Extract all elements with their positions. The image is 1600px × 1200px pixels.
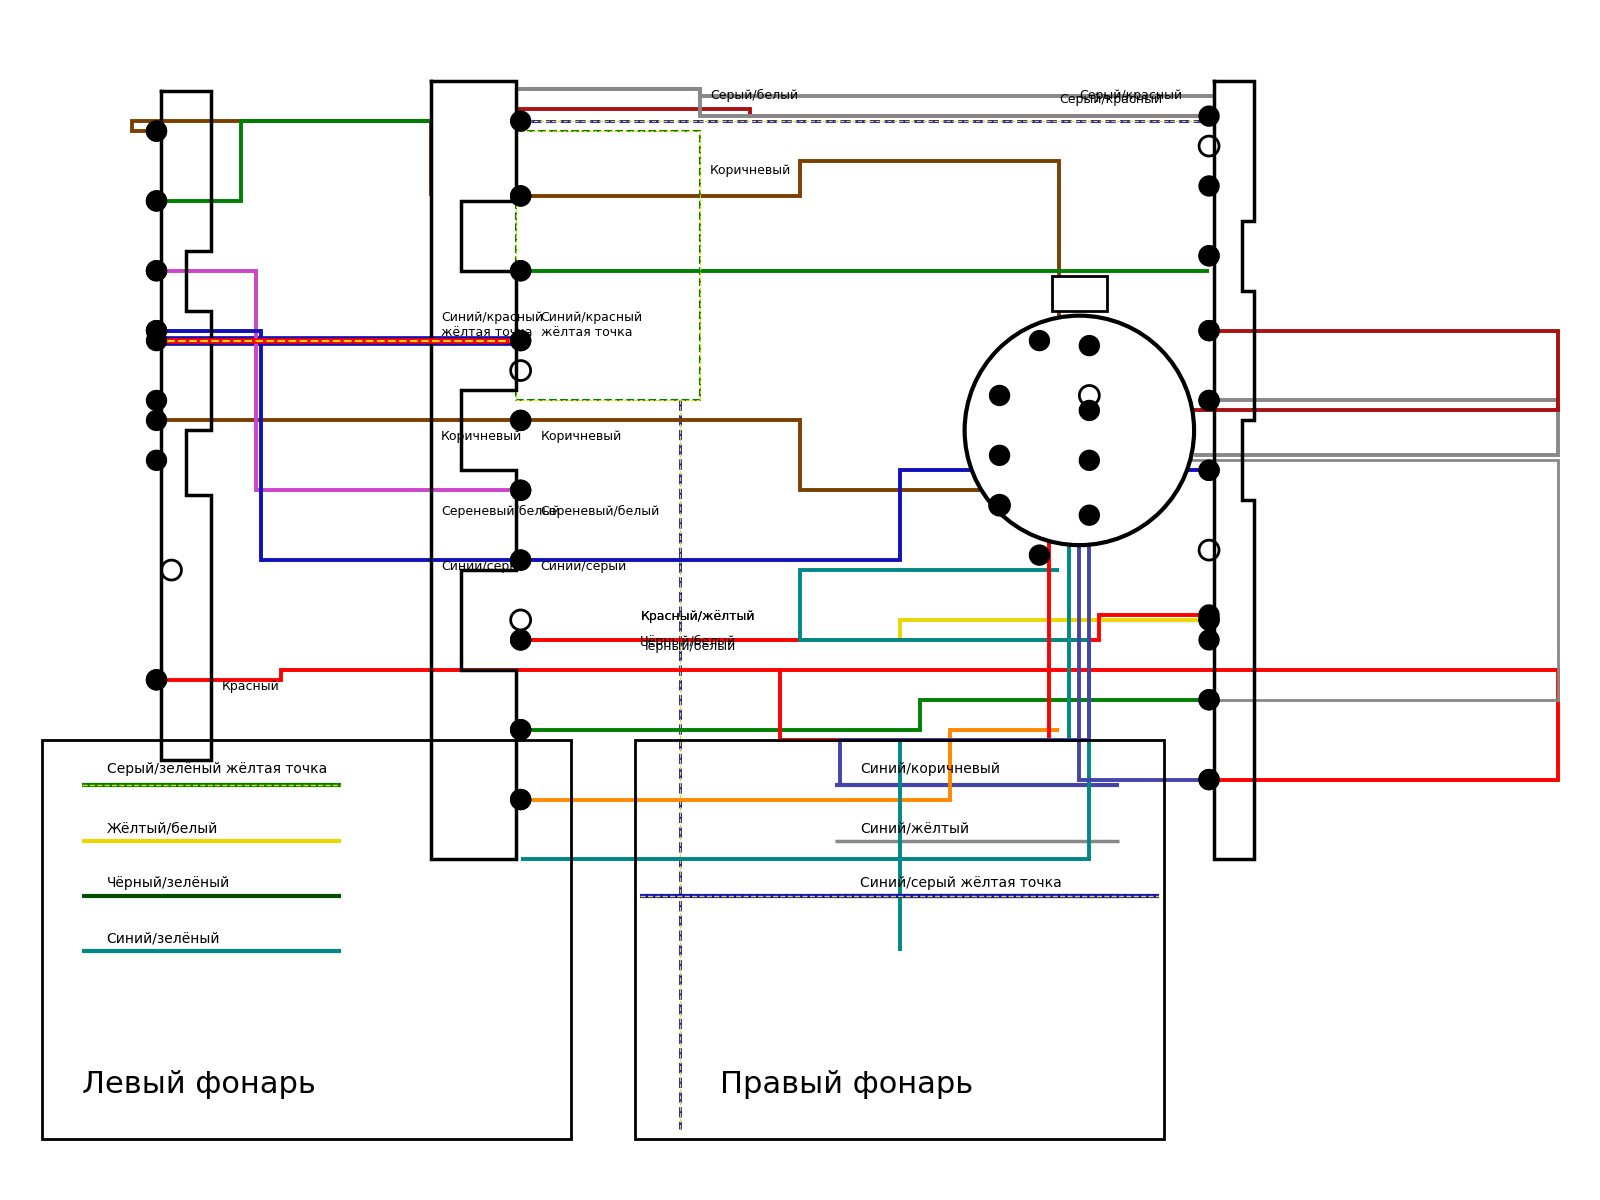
Text: Сереневый/белый: Сереневый/белый xyxy=(442,505,560,518)
Circle shape xyxy=(1198,246,1219,265)
Text: Правый фонарь: Правый фонарь xyxy=(720,1070,973,1099)
Circle shape xyxy=(510,550,531,570)
Circle shape xyxy=(1029,545,1050,565)
Circle shape xyxy=(510,630,531,650)
Bar xyxy=(635,739,1165,1139)
Text: Синий/серый жёлтая точка: Синий/серый жёлтая точка xyxy=(859,876,1062,890)
Text: Коричневый: Коричневый xyxy=(442,431,522,443)
Text: Синий/серый: Синий/серый xyxy=(541,560,627,574)
Circle shape xyxy=(510,480,531,500)
Circle shape xyxy=(1080,450,1099,470)
Circle shape xyxy=(1198,106,1219,126)
Text: Синий/серый: Синий/серый xyxy=(442,560,526,574)
Circle shape xyxy=(1198,390,1219,410)
Circle shape xyxy=(510,480,531,500)
Circle shape xyxy=(147,191,166,211)
Circle shape xyxy=(510,720,531,739)
Text: Жёлтый/белый: Жёлтый/белый xyxy=(107,822,218,835)
Circle shape xyxy=(510,112,531,131)
Text: Синий/красный
жёлтая точка: Синий/красный жёлтая точка xyxy=(442,311,542,338)
Text: Синий/красный
жёлтая точка: Синий/красный жёлтая точка xyxy=(541,311,643,338)
Circle shape xyxy=(1198,320,1219,341)
Circle shape xyxy=(1198,605,1219,625)
Text: Синий/жёлтый: Синий/жёлтый xyxy=(859,822,970,835)
Circle shape xyxy=(1198,610,1219,630)
Circle shape xyxy=(1198,320,1219,341)
Circle shape xyxy=(965,316,1194,545)
Text: Красный/жёлтый: Красный/жёлтый xyxy=(640,610,755,623)
Circle shape xyxy=(1029,331,1050,350)
Circle shape xyxy=(147,320,166,341)
Circle shape xyxy=(1080,336,1099,355)
Circle shape xyxy=(1080,401,1099,420)
Circle shape xyxy=(147,121,166,142)
Text: Серый/зелёный жёлтая точка: Серый/зелёный жёлтая точка xyxy=(107,762,326,775)
Circle shape xyxy=(510,260,531,281)
Circle shape xyxy=(1198,610,1219,630)
Circle shape xyxy=(510,550,531,570)
Text: Красный: Красный xyxy=(221,680,278,692)
Circle shape xyxy=(510,720,531,739)
Circle shape xyxy=(1198,630,1219,650)
Text: Серый/красный: Серый/красный xyxy=(1080,89,1182,102)
Circle shape xyxy=(147,670,166,690)
Circle shape xyxy=(510,790,531,810)
Circle shape xyxy=(1198,461,1219,480)
Circle shape xyxy=(147,331,166,350)
Circle shape xyxy=(989,445,1010,466)
Text: Сереневый/белый: Сереневый/белый xyxy=(541,505,659,518)
Circle shape xyxy=(1198,690,1219,709)
Circle shape xyxy=(510,186,531,206)
Circle shape xyxy=(510,630,531,650)
Circle shape xyxy=(147,260,166,281)
Circle shape xyxy=(1080,505,1099,526)
Circle shape xyxy=(510,331,531,350)
Text: Синий/коричневый: Синий/коричневый xyxy=(859,762,1000,775)
Circle shape xyxy=(510,410,531,431)
Text: Левый фонарь: Левый фонарь xyxy=(82,1070,315,1099)
Circle shape xyxy=(989,496,1010,515)
Text: Чёрный/зелёный: Чёрный/зелёный xyxy=(107,876,230,890)
Circle shape xyxy=(510,186,531,206)
Circle shape xyxy=(1198,769,1219,790)
Bar xyxy=(42,739,571,1139)
Bar xyxy=(1053,276,1107,311)
Circle shape xyxy=(510,260,531,281)
Circle shape xyxy=(1198,461,1219,480)
Text: Серый/белый: Серый/белый xyxy=(710,89,798,102)
Circle shape xyxy=(147,450,166,470)
Text: Чёрный/белый: Чёрный/белый xyxy=(640,640,736,653)
Circle shape xyxy=(1198,390,1219,410)
Circle shape xyxy=(510,331,531,350)
Circle shape xyxy=(1198,246,1219,265)
Text: Коричневый: Коричневый xyxy=(710,164,792,178)
Circle shape xyxy=(989,385,1010,406)
Circle shape xyxy=(147,320,166,341)
Text: Чёрный/белый: Чёрный/белый xyxy=(640,635,736,648)
Circle shape xyxy=(147,260,166,281)
Circle shape xyxy=(1198,176,1219,196)
Circle shape xyxy=(147,121,166,142)
Circle shape xyxy=(147,670,166,690)
Text: Красный/жёлтый: Красный/жёлтый xyxy=(640,610,755,623)
Circle shape xyxy=(147,390,166,410)
Circle shape xyxy=(147,191,166,211)
Text: Синий/зелёный: Синий/зелёный xyxy=(107,931,221,946)
Circle shape xyxy=(1198,769,1219,790)
Text: Коричневый: Коричневый xyxy=(541,431,622,443)
Circle shape xyxy=(510,790,531,810)
Text: Серый/красный: Серый/красный xyxy=(1059,94,1163,106)
Circle shape xyxy=(1198,690,1219,709)
Circle shape xyxy=(510,410,531,431)
Circle shape xyxy=(147,410,166,431)
